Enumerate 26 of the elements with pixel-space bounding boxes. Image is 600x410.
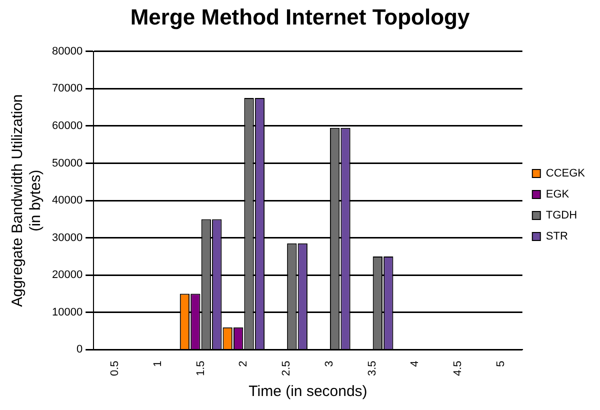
- x-tick-label: 2: [238, 360, 250, 367]
- legend-label: CCEGK: [546, 168, 586, 180]
- y-tick-label: 0: [76, 344, 83, 356]
- y-axis-title: Aggregate Bandwidth Utilization (in bytes): [9, 94, 44, 307]
- x-tick-label: 1.5: [194, 360, 207, 376]
- y-tick-label: 50000: [52, 157, 83, 170]
- x-tick-label: 4: [409, 360, 422, 367]
- y-tick-label: 80000: [52, 45, 83, 58]
- x-tick-label: 2.5: [280, 360, 293, 376]
- y-tick-label: 30000: [52, 232, 83, 244]
- y-tick-label: 40000: [52, 194, 83, 207]
- x-tick-label: 3: [323, 360, 336, 367]
- x-tick-label: 4.5: [452, 360, 464, 376]
- y-tick-label: 20000: [52, 269, 83, 282]
- y-tick-label: 10000: [52, 306, 83, 318]
- x-tick-label: 3.5: [366, 360, 378, 376]
- y-tick-label: 60000: [52, 120, 83, 132]
- x-tick-label: 5: [494, 360, 507, 367]
- y-tick-label: 70000: [52, 82, 83, 95]
- legend-label: EGK: [546, 188, 570, 201]
- legend-label: STR: [546, 230, 568, 243]
- x-axis-title: Time (in seconds): [248, 383, 368, 400]
- legend-label: TGDH: [546, 210, 578, 222]
- chart-title: Merge Method Internet Topology: [130, 4, 470, 30]
- x-tick-label: 1: [152, 360, 164, 367]
- x-tick-label: 0.5: [109, 360, 122, 376]
